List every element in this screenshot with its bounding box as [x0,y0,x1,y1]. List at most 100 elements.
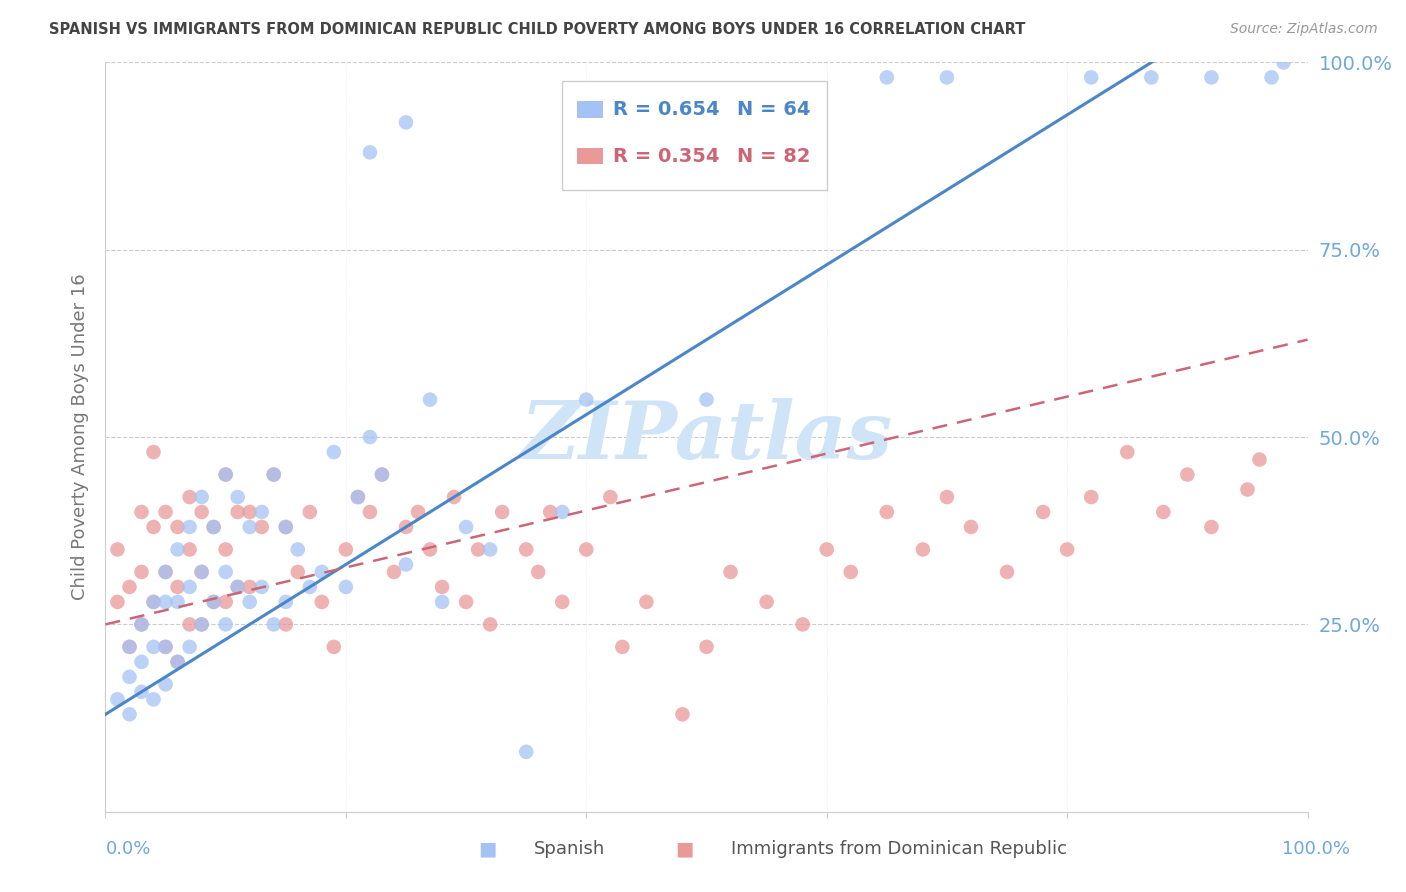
Point [214,542,236,557]
Point [190,617,212,632]
Text: Immigrants from Dominican Republic: Immigrants from Dominican Republic [731,840,1067,858]
Point [551,505,574,519]
Point [1152,505,1174,519]
Point [311,565,333,579]
Point [131,505,153,519]
Point [274,617,297,632]
Point [960,520,983,534]
Point [359,145,381,160]
Point [190,505,212,519]
Point [696,640,718,654]
Point [142,692,165,706]
Point [1116,445,1139,459]
Point [876,505,898,519]
Point [1177,467,1199,482]
Point [166,655,188,669]
Point [876,70,898,85]
Point [612,640,634,654]
Point [214,467,236,482]
Point [359,430,381,444]
Text: R = 0.654: R = 0.654 [613,100,720,120]
Text: 0.0%: 0.0% [105,840,150,858]
Point [214,617,236,632]
Point [1249,452,1271,467]
Point [214,467,236,482]
Point [155,640,177,654]
Point [995,565,1018,579]
Point [239,520,262,534]
Point [118,640,141,654]
Point [479,542,502,557]
Point [179,490,201,504]
Point [179,542,201,557]
Point [538,505,561,519]
Point [179,617,201,632]
Point [131,617,153,632]
Point [575,392,598,407]
Point [395,558,418,572]
Point [335,542,357,557]
Point [131,565,153,579]
Point [226,490,249,504]
Point [755,595,778,609]
Point [1032,505,1054,519]
Point [107,595,129,609]
Point [527,565,550,579]
Point [720,565,742,579]
Point [551,595,574,609]
Point [239,580,262,594]
Point [118,640,141,654]
Point [155,640,177,654]
Text: ZIPatlas: ZIPatlas [520,399,893,475]
Point [395,520,418,534]
Point [118,580,141,594]
Point [166,542,188,557]
Point [287,542,309,557]
Point [250,505,273,519]
Point [322,445,344,459]
Text: SPANISH VS IMMIGRANTS FROM DOMINICAN REPUBLIC CHILD POVERTY AMONG BOYS UNDER 16 : SPANISH VS IMMIGRANTS FROM DOMINICAN REP… [49,22,1025,37]
Point [142,595,165,609]
Point [155,565,177,579]
Point [599,490,621,504]
Point [371,467,394,482]
FancyBboxPatch shape [576,102,603,118]
Point [382,565,405,579]
Point [274,520,297,534]
Point [166,580,188,594]
Point [263,467,285,482]
Text: Source: ZipAtlas.com: Source: ZipAtlas.com [1230,22,1378,37]
Point [287,565,309,579]
Point [443,490,465,504]
Point [239,505,262,519]
Point [202,520,225,534]
Point [456,595,478,609]
FancyBboxPatch shape [576,148,603,164]
Point [1080,490,1102,504]
Point [1260,70,1282,85]
Point [166,520,188,534]
Point [131,617,153,632]
Point [792,617,814,632]
Point [298,580,321,594]
Text: ■: ■ [675,839,693,859]
Text: 100.0%: 100.0% [1282,840,1350,858]
Point [131,655,153,669]
Point [1236,483,1258,497]
Point [479,617,502,632]
Point [636,595,658,609]
Point [142,640,165,654]
Text: N = 64: N = 64 [737,100,810,120]
Point [226,580,249,594]
Point [298,505,321,519]
Point [467,542,489,557]
Point [142,520,165,534]
Point [1140,70,1163,85]
Point [406,505,429,519]
Point [335,580,357,594]
Point [371,467,394,482]
Point [1056,542,1078,557]
FancyBboxPatch shape [562,81,827,190]
Point [190,617,212,632]
Point [515,542,537,557]
